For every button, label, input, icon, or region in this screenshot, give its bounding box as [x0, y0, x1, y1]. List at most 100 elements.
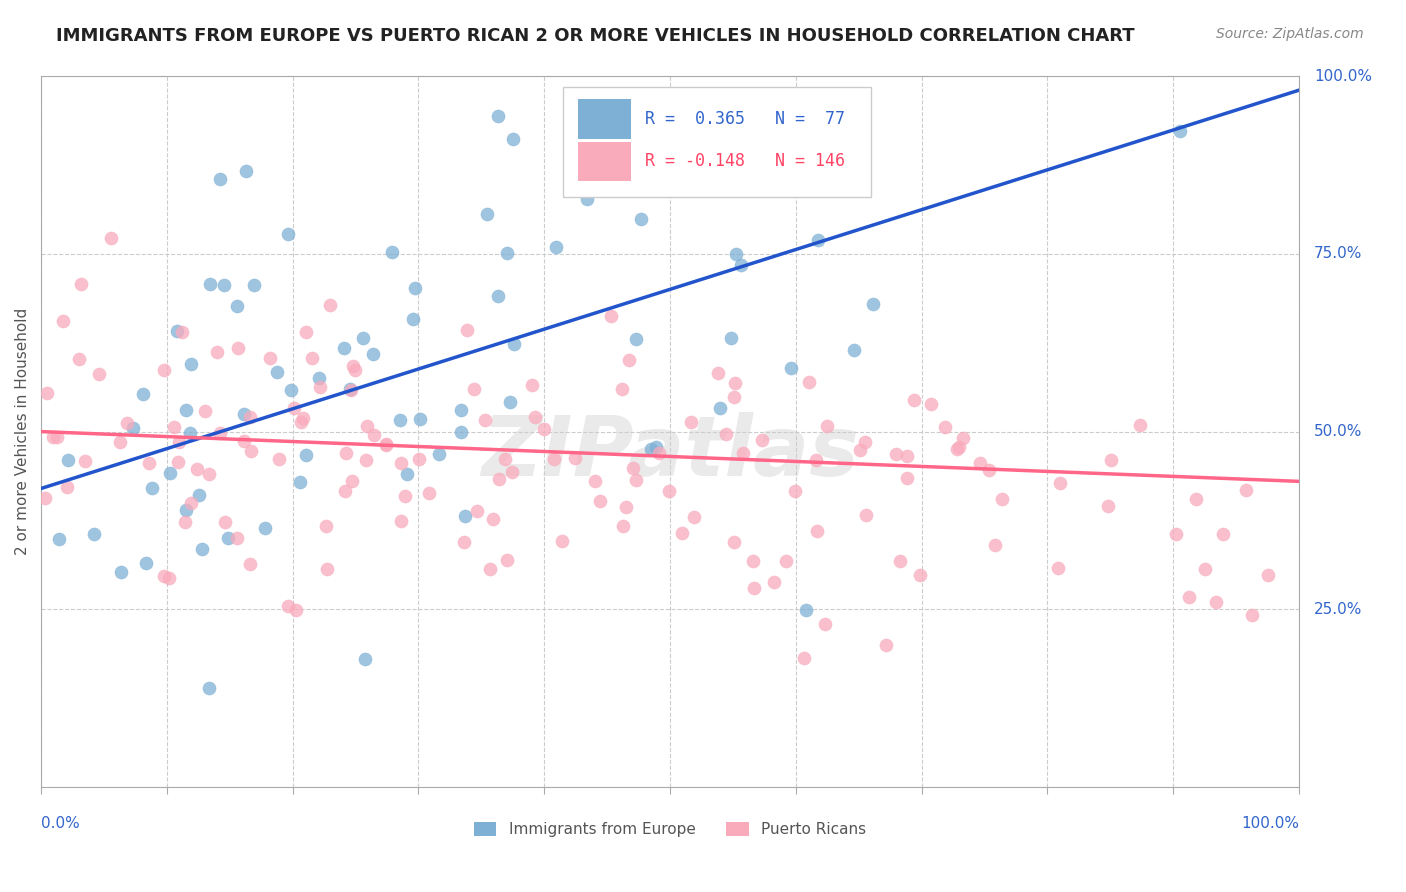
Point	[70, 277, 93, 291]
Point	[814, 617, 837, 632]
Point	[169, 435, 191, 450]
Point	[612, 382, 634, 396]
Point	[799, 375, 821, 389]
Point	[243, 278, 266, 293]
Point	[179, 425, 201, 440]
Point	[707, 366, 730, 380]
Point	[624, 473, 647, 487]
Point	[239, 444, 262, 458]
Point	[770, 105, 793, 120]
Text: Source: ZipAtlas.com: Source: ZipAtlas.com	[1216, 27, 1364, 41]
Point	[486, 109, 509, 123]
Point	[100, 231, 122, 245]
Point	[467, 504, 489, 518]
Point	[132, 387, 155, 401]
Point	[253, 521, 276, 535]
Point	[46, 430, 69, 444]
Point	[418, 486, 440, 500]
Point	[495, 553, 517, 567]
Point	[333, 484, 356, 499]
Point	[180, 357, 202, 371]
Point	[277, 599, 299, 613]
Point	[209, 425, 232, 440]
Point	[723, 390, 745, 404]
Point	[630, 211, 652, 226]
Point	[453, 508, 475, 523]
Point	[1168, 124, 1191, 138]
Point	[1240, 607, 1263, 622]
Point	[741, 554, 763, 568]
Point	[153, 569, 176, 583]
Point	[288, 475, 311, 490]
Point	[779, 361, 801, 376]
Point	[294, 449, 316, 463]
Point	[58, 452, 80, 467]
Point	[280, 384, 302, 398]
Legend: Immigrants from Europe, Puerto Ricans: Immigrants from Europe, Puerto Ricans	[467, 816, 873, 844]
Point	[991, 491, 1014, 506]
Point	[208, 172, 231, 186]
Point	[115, 417, 138, 431]
Point	[56, 480, 79, 494]
Point	[239, 410, 262, 425]
Point	[291, 410, 314, 425]
Y-axis label: 2 or more Vehicles in Household: 2 or more Vehicles in Household	[15, 308, 30, 555]
Point	[744, 582, 766, 596]
Point	[733, 446, 755, 460]
Point	[983, 538, 1005, 552]
Point	[37, 385, 59, 400]
Point	[352, 331, 374, 345]
Point	[875, 638, 897, 652]
Point	[679, 415, 702, 429]
Point	[751, 434, 773, 448]
Point	[226, 342, 249, 356]
Point	[333, 342, 356, 356]
Point	[546, 54, 568, 69]
Point	[952, 430, 974, 444]
Point	[488, 472, 510, 486]
Point	[671, 526, 693, 541]
Point	[283, 401, 305, 416]
Point	[498, 395, 520, 409]
Point	[180, 496, 202, 510]
Point	[427, 447, 450, 461]
Text: R =  0.365   N =  77: R = 0.365 N = 77	[645, 110, 845, 128]
Point	[396, 467, 419, 482]
Point	[617, 353, 640, 368]
Point	[723, 535, 745, 549]
Point	[342, 359, 364, 373]
Point	[1205, 595, 1227, 609]
Point	[191, 541, 214, 556]
Point	[409, 412, 432, 426]
Point	[1129, 418, 1152, 433]
Point	[1234, 483, 1257, 498]
Point	[214, 515, 236, 529]
Point	[502, 337, 524, 351]
Point	[896, 449, 918, 463]
Point	[576, 192, 599, 206]
Point	[948, 440, 970, 454]
Point	[794, 603, 817, 617]
Point	[815, 419, 838, 434]
Text: R = -0.148   N = 146: R = -0.148 N = 146	[645, 153, 845, 170]
Point	[67, 352, 90, 367]
Point	[730, 259, 752, 273]
Point	[207, 345, 229, 359]
Point	[73, 454, 96, 468]
Point	[583, 475, 606, 489]
Point	[34, 491, 56, 506]
Point	[903, 393, 925, 408]
Point	[391, 54, 413, 69]
Point	[374, 438, 396, 452]
Bar	[578, 100, 631, 138]
Point	[889, 554, 911, 568]
Point	[1166, 527, 1188, 541]
Point	[233, 434, 256, 448]
Point	[401, 312, 423, 326]
Point	[394, 489, 416, 503]
Point	[159, 466, 181, 480]
Point	[463, 382, 485, 396]
Point	[1194, 562, 1216, 576]
Text: 100.0%: 100.0%	[1315, 69, 1372, 84]
Point	[501, 465, 523, 479]
